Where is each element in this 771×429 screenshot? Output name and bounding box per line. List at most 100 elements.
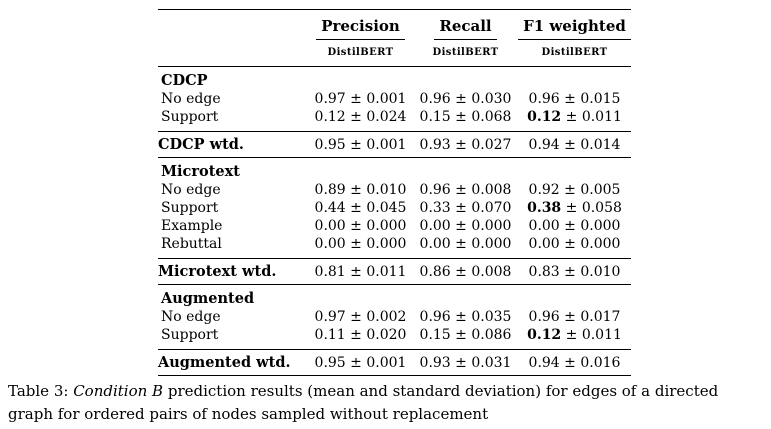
table-row: Support 0.12 ± 0.024 0.15 ± 0.068 0.12 ±… bbox=[158, 108, 631, 132]
value-mean: 0.97 bbox=[314, 309, 346, 325]
subheader-distilbert: DistilBERT bbox=[413, 40, 518, 67]
value-mean-best: 0.12 bbox=[527, 327, 562, 343]
value-std: ± 0.011 bbox=[565, 327, 622, 343]
group-label: Augmented bbox=[161, 290, 255, 307]
cell-empty bbox=[308, 67, 413, 91]
cell-empty bbox=[518, 285, 631, 309]
cell-precision: 0.00 ± 0.000 bbox=[308, 217, 413, 235]
value-mean: 0.00 bbox=[419, 218, 451, 234]
total-label: CDCP wtd. bbox=[158, 131, 308, 158]
total-label: Microtext wtd. bbox=[158, 258, 308, 285]
table-row: No edge 0.97 ± 0.001 0.96 ± 0.030 0.96 ±… bbox=[158, 90, 631, 108]
row-label: Support bbox=[161, 109, 219, 125]
value-std: ± 0.000 bbox=[455, 236, 512, 252]
cell-empty bbox=[518, 67, 631, 91]
value-mean: 0.97 bbox=[314, 91, 346, 107]
value-mean: 0.44 bbox=[314, 200, 346, 216]
table-caption: Table 3: Condition B prediction results … bbox=[8, 380, 766, 425]
cell-recall: 0.00 ± 0.000 bbox=[413, 217, 518, 235]
value-mean: 0.96 bbox=[528, 91, 560, 107]
value-std: ± 0.045 bbox=[350, 200, 407, 216]
row-label: No edge bbox=[161, 309, 221, 325]
value-mean: 0.00 bbox=[528, 236, 560, 252]
value-std: ± 0.008 bbox=[455, 263, 512, 280]
row-label: Rebuttal bbox=[161, 236, 222, 252]
caption-prefix: Table 3: bbox=[8, 382, 74, 400]
value-mean: 0.94 bbox=[528, 354, 560, 371]
value-std: ± 0.000 bbox=[350, 236, 407, 252]
value-mean: 0.96 bbox=[528, 309, 560, 325]
value-std: ± 0.011 bbox=[350, 263, 407, 280]
value-std: ± 0.011 bbox=[565, 109, 622, 125]
value-mean: 0.00 bbox=[314, 236, 346, 252]
value-std: ± 0.000 bbox=[564, 236, 621, 252]
value-mean: 0.83 bbox=[528, 263, 560, 280]
cell-empty bbox=[308, 285, 413, 309]
total-label: Augmented wtd. bbox=[158, 349, 308, 376]
table-row: No edge 0.97 ± 0.002 0.96 ± 0.035 0.96 ±… bbox=[158, 308, 631, 326]
value-std: ± 0.070 bbox=[455, 200, 512, 216]
value-mean: 0.96 bbox=[419, 309, 451, 325]
value-mean: 0.96 bbox=[419, 91, 451, 107]
total-row: Microtext wtd. 0.81 ± 0.011 0.86 ± 0.008… bbox=[158, 258, 631, 285]
results-table: Precision Recall F1 weighted DistilBERT … bbox=[158, 9, 631, 376]
cell-f1: 0.96 ± 0.017 bbox=[518, 308, 631, 326]
value-mean: 0.81 bbox=[314, 263, 346, 280]
value-std: ± 0.005 bbox=[564, 182, 621, 198]
column-header-label: F1 weighted bbox=[518, 18, 631, 40]
cell-recall: 0.86 ± 0.008 bbox=[413, 258, 518, 285]
value-std: ± 0.000 bbox=[350, 218, 407, 234]
value-mean: 0.11 bbox=[314, 327, 346, 343]
value-std: ± 0.000 bbox=[564, 218, 621, 234]
cell-f1: 0.00 ± 0.000 bbox=[518, 217, 631, 235]
cell-precision: 0.95 ± 0.001 bbox=[308, 131, 413, 158]
total-row: CDCP wtd. 0.95 ± 0.001 0.93 ± 0.027 0.94… bbox=[158, 131, 631, 158]
cell-empty bbox=[518, 158, 631, 182]
value-std: ± 0.030 bbox=[455, 91, 512, 107]
cell-empty bbox=[413, 158, 518, 182]
value-mean: 0.95 bbox=[314, 136, 346, 153]
cell-recall: 0.93 ± 0.027 bbox=[413, 131, 518, 158]
cell-empty bbox=[413, 285, 518, 309]
value-mean: 0.00 bbox=[419, 236, 451, 252]
value-mean: 0.86 bbox=[419, 263, 451, 280]
caption-condition: Condition B bbox=[73, 382, 164, 400]
cell-f1: 0.12 ± 0.011 bbox=[518, 326, 631, 350]
value-std: ± 0.017 bbox=[564, 309, 621, 325]
value-std: ± 0.010 bbox=[350, 182, 407, 198]
value-std: ± 0.001 bbox=[350, 91, 407, 107]
cell-f1: 0.96 ± 0.015 bbox=[518, 90, 631, 108]
column-header-label: Precision bbox=[316, 18, 405, 40]
cell-f1: 0.12 ± 0.011 bbox=[518, 108, 631, 132]
cell-precision: 0.97 ± 0.001 bbox=[308, 90, 413, 108]
column-header-row: Precision Recall F1 weighted bbox=[158, 10, 631, 40]
row-label: Support bbox=[161, 327, 219, 343]
group-header-row: CDCP bbox=[158, 67, 631, 91]
group-label: Microtext bbox=[161, 163, 240, 180]
cell-f1: 0.83 ± 0.010 bbox=[518, 258, 631, 285]
value-mean-best: 0.12 bbox=[527, 109, 562, 125]
subheader-distilbert: DistilBERT bbox=[518, 40, 631, 67]
value-std: ± 0.014 bbox=[564, 136, 621, 153]
cell-recall: 0.96 ± 0.030 bbox=[413, 90, 518, 108]
group-label: CDCP bbox=[161, 72, 208, 89]
value-mean: 0.96 bbox=[419, 182, 451, 198]
value-std: ± 0.016 bbox=[564, 354, 621, 371]
table-row: No edge 0.89 ± 0.010 0.96 ± 0.008 0.92 ±… bbox=[158, 181, 631, 199]
column-header-label: Recall bbox=[434, 18, 497, 40]
value-mean: 0.94 bbox=[528, 136, 560, 153]
value-std: ± 0.002 bbox=[350, 309, 407, 325]
cell-precision: 0.81 ± 0.011 bbox=[308, 258, 413, 285]
cell-f1: 0.38 ± 0.058 bbox=[518, 199, 631, 217]
value-mean-best: 0.38 bbox=[527, 200, 562, 216]
cell-precision: 0.97 ± 0.002 bbox=[308, 308, 413, 326]
cell-f1: 0.94 ± 0.014 bbox=[518, 131, 631, 158]
cell-recall: 0.96 ± 0.035 bbox=[413, 308, 518, 326]
cell-precision: 0.00 ± 0.000 bbox=[308, 235, 413, 259]
table-row: Example 0.00 ± 0.000 0.00 ± 0.000 0.00 ±… bbox=[158, 217, 631, 235]
cell-precision: 0.95 ± 0.001 bbox=[308, 349, 413, 376]
cell-empty bbox=[308, 158, 413, 182]
value-mean: 0.89 bbox=[314, 182, 346, 198]
value-mean: 0.15 bbox=[419, 327, 451, 343]
column-header-f1-weighted: F1 weighted bbox=[518, 10, 631, 40]
